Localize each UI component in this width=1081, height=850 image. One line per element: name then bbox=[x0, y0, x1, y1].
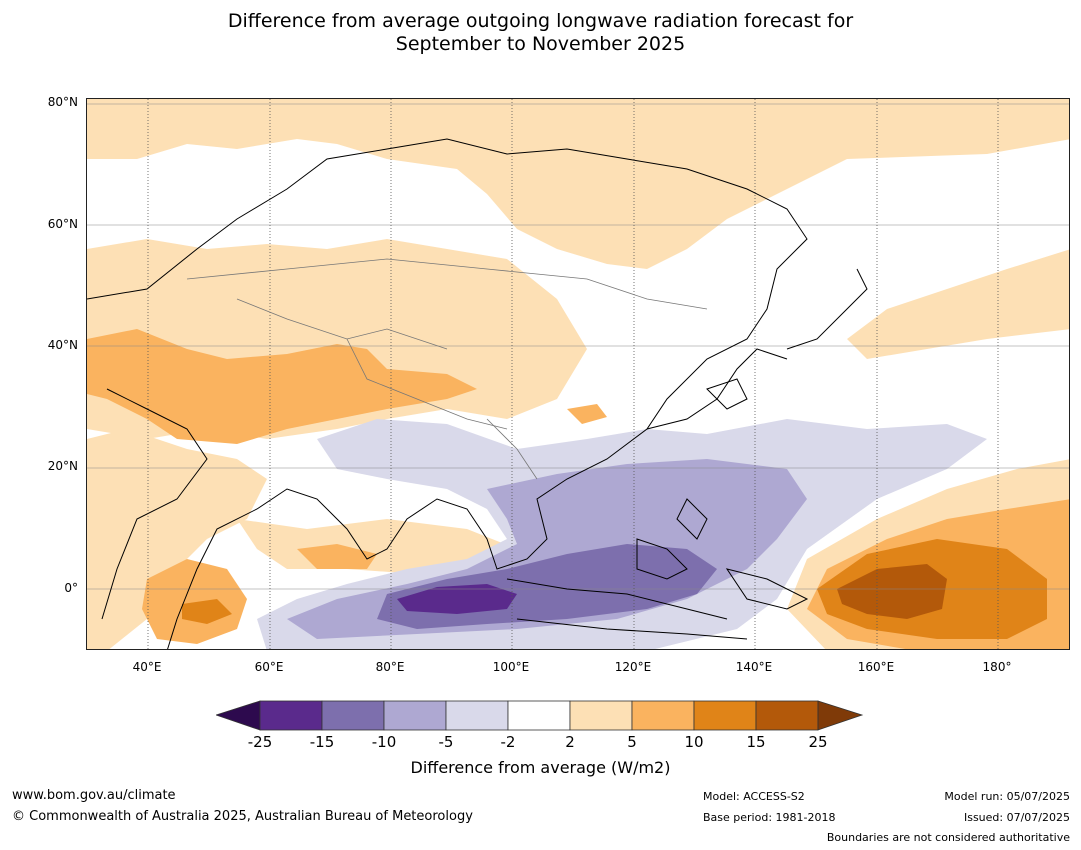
anomaly-band-2-5-pacific bbox=[847, 249, 1069, 359]
colorbar-tick-25: 25 bbox=[808, 733, 828, 751]
colorbar-label: Difference from average (W/m2) bbox=[410, 758, 671, 777]
base-period-text: Base period: 1981-2018 bbox=[703, 811, 836, 824]
colorbar-svg bbox=[214, 700, 864, 731]
anomaly-band-2-5-west bbox=[87, 429, 267, 649]
anomaly-band-2-5-north bbox=[87, 99, 1069, 269]
anomaly-band-5-10-arabian bbox=[297, 544, 377, 569]
anomaly-band-10-15-africa bbox=[182, 599, 232, 624]
colorbar-extend-high bbox=[817, 700, 864, 731]
colorbar-bin-neg10-neg5 bbox=[383, 700, 447, 731]
colorbar-extend-low bbox=[214, 700, 261, 731]
title-line-2: September to November 2025 bbox=[395, 33, 686, 55]
colorbar-tick-neg10: -10 bbox=[371, 733, 397, 751]
lon-label-140e: 140°E bbox=[735, 660, 773, 674]
colorbar-bin-neg2-2 bbox=[507, 700, 571, 731]
colorbar-tick-10: 10 bbox=[684, 733, 704, 751]
latitude-gridlines bbox=[87, 103, 1069, 590]
lon-label-160e: 160°E bbox=[857, 660, 895, 674]
colorbar-bin-neg5-neg2 bbox=[445, 700, 509, 731]
lon-label-100e: 100°E bbox=[492, 660, 530, 674]
anomaly-band-2-5-indian bbox=[237, 519, 517, 574]
colorbar-bin-neg15-neg10 bbox=[321, 700, 385, 731]
lat-label-60n: 60°N bbox=[47, 217, 78, 231]
map-canvas bbox=[87, 99, 1069, 649]
lon-label-80e: 80°E bbox=[375, 660, 405, 674]
colorbar-bin-15-25 bbox=[755, 700, 819, 731]
colorbar-tick-2: 2 bbox=[565, 733, 575, 751]
lon-label-60e: 60°E bbox=[254, 660, 284, 674]
anomaly-band-5-10-africa bbox=[142, 559, 247, 644]
colorbar-bin-neg25-neg15 bbox=[259, 700, 323, 731]
lon-label-120e: 120°E bbox=[614, 660, 652, 674]
title-line-1: Difference from average outgoing longwav… bbox=[227, 10, 854, 32]
website-link[interactable]: www.bom.gov.au/climate bbox=[12, 788, 176, 803]
coastlines bbox=[87, 138, 868, 649]
anomaly-band-15-25-pacific bbox=[837, 564, 947, 619]
colorbar-bin-10-15 bbox=[693, 700, 757, 731]
disclaimer-text: Boundaries are not considered authoritat… bbox=[826, 831, 1070, 844]
colorbar-tick-5: 5 bbox=[627, 733, 637, 751]
longitude-gridlines bbox=[147, 99, 999, 649]
colorbar-bin-5-10 bbox=[631, 700, 695, 731]
model-text: Model: ACCESS-S2 bbox=[703, 790, 805, 803]
lat-label-0: 0° bbox=[64, 581, 78, 595]
colorbar-bin-2-5 bbox=[569, 700, 633, 731]
map-title: Difference from average outgoing longwav… bbox=[0, 10, 1081, 56]
lon-label-180: 180° bbox=[982, 660, 1012, 674]
anomaly-band-neg-15-25 bbox=[397, 584, 517, 614]
lat-label-20n: 20°N bbox=[47, 459, 78, 473]
lat-label-40n: 40°N bbox=[47, 338, 78, 352]
lon-label-40e: 40°E bbox=[132, 660, 162, 674]
colorbar-tick-neg2: -2 bbox=[500, 733, 516, 751]
anomaly-band-5-10-china bbox=[567, 404, 607, 424]
anomaly-map bbox=[86, 98, 1070, 650]
lat-label-80n: 80°N bbox=[47, 95, 78, 109]
anomaly-band-5-10-middle-east bbox=[87, 329, 477, 444]
colorbar bbox=[214, 700, 866, 736]
country-borders bbox=[186, 258, 708, 480]
issued-text: Issued: 07/07/2025 bbox=[963, 811, 1070, 824]
copyright-text: © Commonwealth of Australia 2025, Austra… bbox=[12, 809, 473, 824]
colorbar-tick-neg25: -25 bbox=[247, 733, 273, 751]
colorbar-tick-neg5: -5 bbox=[438, 733, 454, 751]
model-run-text: Model run: 05/07/2025 bbox=[944, 790, 1070, 803]
colorbar-tick-15: 15 bbox=[746, 733, 766, 751]
colorbar-tick-neg15: -15 bbox=[309, 733, 335, 751]
